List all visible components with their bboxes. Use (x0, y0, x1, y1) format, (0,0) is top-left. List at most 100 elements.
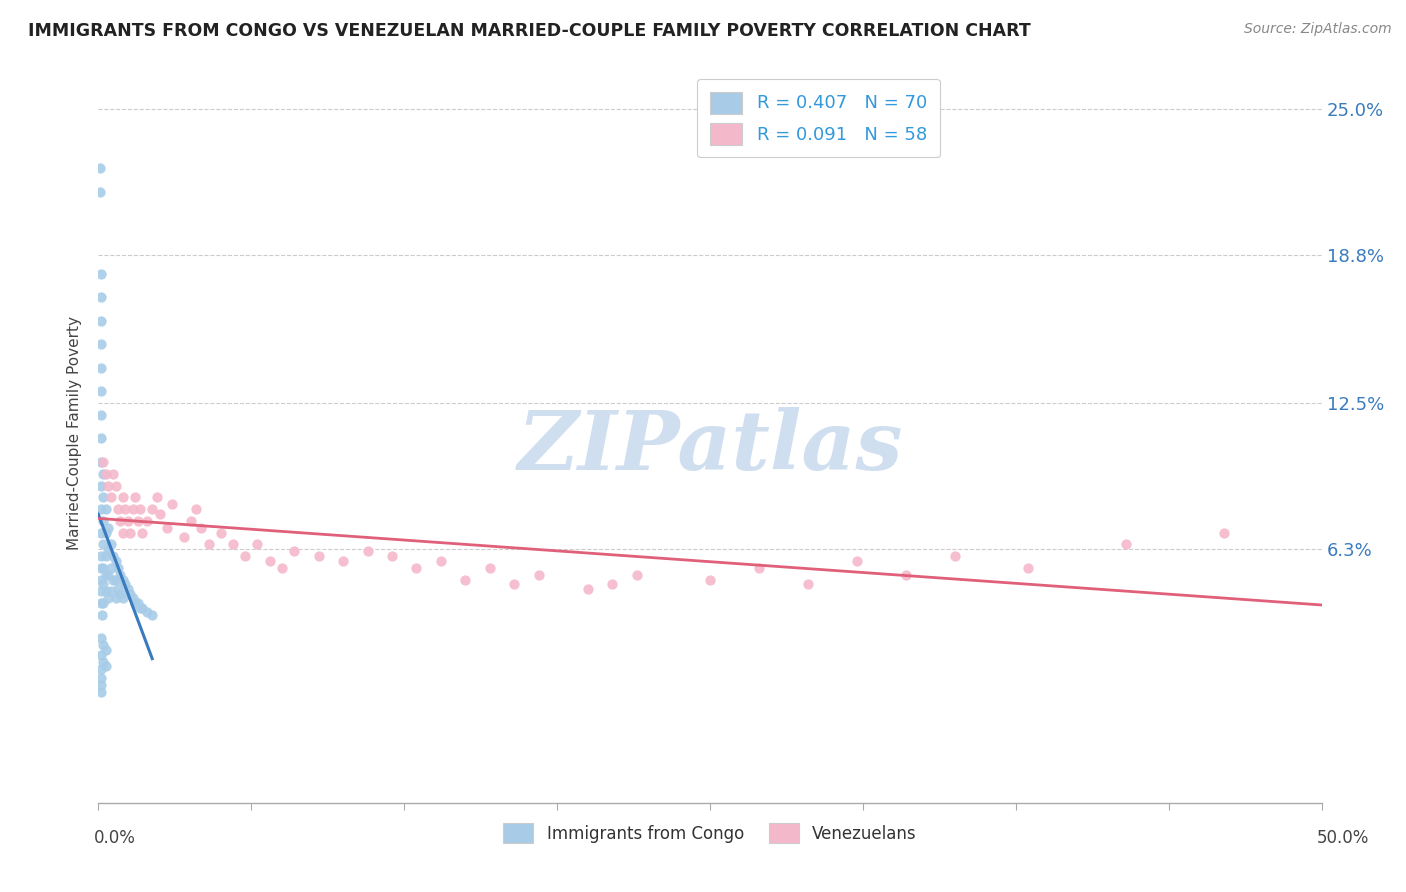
Point (127, 514, 149, 528)
Point (894, 567, 917, 582)
Y-axis label: Married-Couple Family Poverty: Married-Couple Family Poverty (67, 316, 83, 549)
Point (91, 596, 114, 610)
Point (90, 314, 112, 328)
Point (141, 502, 163, 516)
Point (124, 596, 146, 610)
Point (160, 497, 183, 511)
Point (127, 596, 149, 610)
Point (89, 185, 111, 199)
Point (576, 582, 599, 596)
Point (111, 591, 134, 606)
Point (91, 607, 114, 622)
Point (101, 573, 124, 587)
Point (91, 514, 114, 528)
Point (104, 591, 127, 606)
Point (209, 525, 232, 540)
Point (90, 584, 112, 599)
Point (478, 561, 501, 575)
Point (100, 561, 122, 575)
Point (90, 455, 112, 469)
Point (454, 573, 477, 587)
Point (1212, 525, 1234, 540)
Point (94, 502, 117, 516)
Point (90, 290, 112, 304)
Point (100, 490, 122, 504)
Point (149, 507, 172, 521)
Point (90, 478, 112, 492)
Point (90, 384, 112, 399)
Point (197, 537, 219, 551)
Point (405, 561, 427, 575)
Point (90, 549, 112, 563)
Point (111, 490, 134, 504)
Point (114, 577, 136, 591)
Point (1115, 537, 1137, 551)
Point (136, 606, 159, 620)
Point (699, 573, 721, 587)
Point (503, 577, 526, 591)
Point (117, 514, 139, 528)
Point (104, 554, 127, 568)
Point (233, 549, 256, 563)
Point (129, 502, 152, 516)
Point (131, 525, 153, 540)
Point (797, 577, 820, 591)
Point (141, 607, 163, 622)
Legend: Immigrants from Congo, Venezuelans: Immigrants from Congo, Venezuelans (496, 816, 924, 850)
Point (91, 577, 114, 591)
Point (146, 490, 169, 504)
Point (136, 514, 159, 528)
Point (94, 659, 117, 673)
Point (90, 662, 112, 676)
Point (222, 537, 245, 551)
Point (124, 490, 146, 504)
Point (90, 525, 112, 540)
Point (104, 478, 127, 492)
Point (131, 600, 153, 615)
Point (91, 561, 114, 575)
Point (94, 549, 117, 563)
Point (90, 267, 112, 281)
Point (381, 549, 404, 563)
Point (110, 567, 132, 582)
Text: 50.0%: 50.0% (1316, 829, 1369, 847)
Point (94, 584, 117, 599)
Point (94, 567, 117, 582)
Point (527, 567, 550, 582)
Point (283, 544, 305, 558)
Point (111, 573, 134, 587)
Point (308, 549, 330, 563)
Point (94, 467, 117, 481)
Point (94, 525, 117, 540)
Point (90, 502, 112, 516)
Point (600, 577, 623, 591)
Point (101, 467, 124, 481)
Point (114, 502, 136, 516)
Point (430, 554, 453, 568)
Point (97, 567, 120, 582)
Point (97, 591, 120, 606)
Point (91, 455, 114, 469)
Point (748, 561, 770, 575)
Point (1017, 561, 1039, 575)
Point (120, 586, 142, 600)
Point (91, 655, 114, 669)
Point (94, 643, 117, 657)
Point (107, 582, 129, 596)
Point (107, 561, 129, 575)
Text: ZIPatlas: ZIPatlas (517, 408, 903, 487)
Point (121, 591, 143, 606)
Point (121, 502, 143, 516)
Point (110, 586, 132, 600)
Point (180, 514, 202, 528)
Text: IMMIGRANTS FROM CONGO VS VENEZUELAN MARRIED-COUPLE FAMILY POVERTY CORRELATION CH: IMMIGRANTS FROM CONGO VS VENEZUELAN MARR… (28, 22, 1031, 40)
Point (246, 537, 269, 551)
Point (97, 544, 120, 558)
Point (90, 596, 112, 610)
Point (332, 554, 354, 568)
Point (173, 530, 195, 544)
Point (117, 582, 139, 596)
Point (90, 685, 112, 699)
Point (190, 521, 212, 535)
Point (356, 544, 378, 558)
